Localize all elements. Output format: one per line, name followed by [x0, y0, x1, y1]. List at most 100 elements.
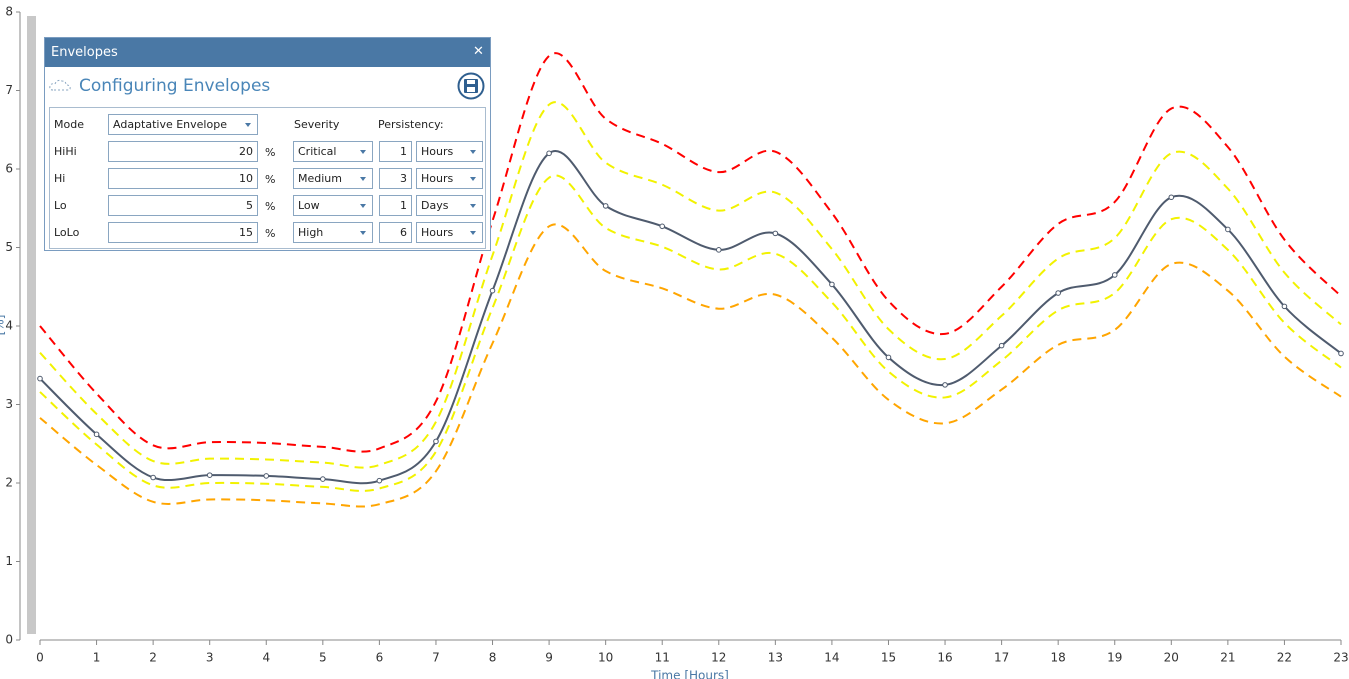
point [37, 375, 43, 382]
x-tick-label: 13 [768, 651, 783, 665]
point [150, 474, 156, 481]
x-tick-label: 9 [545, 651, 553, 665]
point [885, 354, 892, 361]
point [772, 230, 779, 237]
percent-input[interactable]: 5 [108, 195, 258, 216]
point [546, 150, 552, 157]
point [1225, 226, 1231, 233]
x-tick-label: 5 [319, 651, 327, 665]
unit-label: % [265, 173, 276, 186]
x-tick-label: 7 [432, 651, 440, 665]
point [320, 476, 326, 482]
envelopes-panel: Envelopes ✕ Configuring Envelopes Mode A… [44, 37, 491, 251]
unit-label: % [265, 200, 276, 213]
y-tick-label: 4 [5, 319, 13, 333]
point [715, 247, 722, 253]
y-tick-label: 8 [5, 5, 13, 19]
x-tick-label: 23 [1333, 651, 1348, 665]
panel-form [49, 107, 486, 249]
scrollbar[interactable] [27, 16, 36, 634]
period-select[interactable]: Hours [416, 141, 483, 162]
x-tick-label: 18 [1051, 651, 1066, 665]
point [489, 287, 496, 294]
x-tick-label: 1 [93, 651, 101, 665]
x-tick-label: 6 [376, 651, 384, 665]
point [1338, 350, 1344, 357]
severity-select[interactable]: High [293, 222, 373, 243]
severity-header: Severity [294, 118, 340, 131]
row-label: Lo [54, 199, 67, 212]
x-tick-label: 4 [262, 651, 270, 665]
severity-select[interactable]: Low [293, 195, 373, 216]
x-tick-label: 21 [1220, 651, 1235, 665]
y-tick-label: 7 [5, 83, 13, 97]
persistency-header: Persistency: [378, 118, 444, 131]
point [998, 342, 1005, 349]
period-select[interactable]: Days [416, 195, 483, 216]
x-tick-label: 14 [824, 651, 839, 665]
persistency-input[interactable]: 1 [379, 141, 412, 162]
percent-input[interactable]: 20 [108, 141, 258, 162]
persistency-input[interactable]: 6 [379, 222, 412, 243]
period-select[interactable]: Hours [416, 168, 483, 189]
persistency-input[interactable]: 1 [379, 195, 412, 216]
unit-label: % [265, 227, 276, 240]
point [1281, 303, 1288, 310]
point [376, 477, 383, 484]
point [206, 472, 213, 478]
point [433, 438, 439, 445]
mode-label: Mode [54, 118, 84, 131]
x-tick-label: 12 [711, 651, 726, 665]
x-tick-label: 22 [1277, 651, 1292, 665]
y-tick-label: 3 [5, 397, 13, 411]
x-tick-label: 16 [937, 651, 952, 665]
row-label: HiHi [54, 145, 77, 158]
percent-input[interactable]: 15 [108, 222, 258, 243]
y-tick-label: 0 [5, 633, 13, 647]
period-select[interactable]: Hours [416, 222, 483, 243]
panel-title: Envelopes [51, 45, 118, 60]
point [1168, 194, 1175, 201]
cloud-icon [49, 79, 71, 91]
row-label: Hi [54, 172, 66, 185]
row-label: LoLo [54, 226, 80, 239]
series-line [39, 101, 1342, 469]
point [829, 281, 835, 288]
y-tick-label: 2 [5, 476, 13, 490]
point [942, 382, 948, 388]
x-tick-label: 8 [489, 651, 497, 665]
point [1055, 290, 1061, 296]
x-tick-label: 2 [149, 651, 157, 665]
point [602, 203, 609, 209]
y-axis-label: [%] [0, 315, 7, 336]
save-button[interactable] [457, 72, 485, 100]
persistency-input[interactable]: 3 [379, 168, 412, 189]
x-tick-label: 3 [206, 651, 214, 665]
percent-input[interactable]: 10 [108, 168, 258, 189]
x-tick-label: 0 [36, 651, 44, 665]
y-tick-label: 6 [5, 162, 13, 176]
x-axis-label: Time [Hours] [650, 669, 729, 679]
unit-label: % [265, 146, 276, 159]
point [93, 431, 100, 438]
series-line [39, 223, 1342, 508]
panel-heading: Configuring Envelopes [79, 76, 271, 96]
point [1111, 272, 1118, 278]
series-line [39, 150, 1342, 485]
series-line [39, 52, 1342, 453]
x-tick-label: 10 [598, 651, 613, 665]
x-tick-label: 11 [655, 651, 670, 665]
x-tick-label: 15 [881, 651, 896, 665]
x-tick-label: 17 [994, 651, 1009, 665]
x-tick-label: 20 [1164, 651, 1179, 665]
series-line [39, 174, 1342, 492]
severity-select[interactable]: Medium [293, 168, 373, 189]
y-tick-label: 1 [5, 554, 13, 568]
mode-select[interactable]: Adaptative Envelope [108, 114, 258, 135]
x-tick-label: 19 [1107, 651, 1122, 665]
severity-select[interactable]: Critical [293, 141, 373, 162]
y-tick-label: 5 [5, 240, 13, 254]
close-button[interactable]: ✕ [473, 44, 484, 59]
